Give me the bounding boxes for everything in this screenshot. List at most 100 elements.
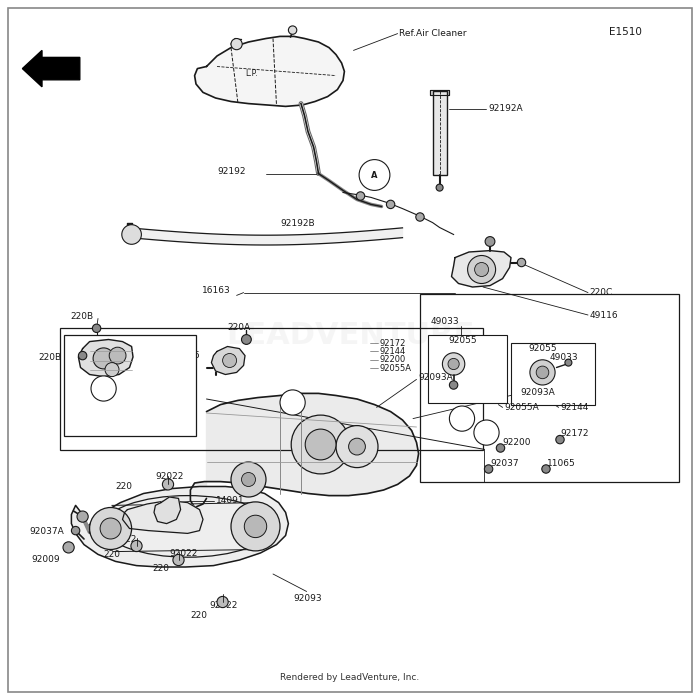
Circle shape	[244, 515, 267, 538]
Polygon shape	[190, 393, 419, 508]
Text: 11065: 11065	[547, 459, 576, 468]
Text: 49033: 49033	[550, 353, 578, 361]
Text: LEADVENTURE: LEADVENTURE	[226, 321, 474, 351]
Bar	[428, 335, 507, 403]
Polygon shape	[195, 36, 344, 106]
Circle shape	[241, 473, 255, 486]
Bar	[511, 343, 595, 405]
Text: 49033: 49033	[430, 318, 459, 326]
Circle shape	[305, 429, 336, 460]
Circle shape	[162, 479, 174, 490]
Text: 220A: 220A	[228, 323, 251, 332]
Circle shape	[77, 511, 88, 522]
Circle shape	[448, 358, 459, 370]
Text: 92172: 92172	[560, 430, 589, 438]
Text: L.P.: L.P.	[246, 69, 258, 78]
Text: 92055: 92055	[528, 344, 557, 353]
Bar	[64, 335, 196, 436]
Text: 49056: 49056	[92, 400, 120, 410]
Text: 92093: 92093	[294, 594, 322, 603]
Text: 92191: 92191	[167, 361, 196, 370]
Circle shape	[71, 526, 80, 535]
Circle shape	[231, 38, 242, 50]
Text: 92022: 92022	[210, 601, 238, 610]
Circle shape	[100, 518, 121, 539]
Circle shape	[231, 462, 266, 497]
Polygon shape	[130, 228, 402, 245]
Polygon shape	[78, 340, 133, 377]
Circle shape	[223, 354, 237, 368]
Text: 92093A: 92093A	[521, 388, 556, 396]
Polygon shape	[452, 251, 511, 287]
Circle shape	[556, 435, 564, 444]
Bar	[60, 328, 483, 450]
Text: 92022: 92022	[108, 535, 136, 543]
Circle shape	[542, 465, 550, 473]
Text: A: A	[371, 171, 378, 179]
Text: 92192B: 92192B	[280, 220, 314, 228]
Text: 92093A: 92093A	[419, 374, 454, 382]
Circle shape	[173, 554, 184, 566]
Text: C: C	[101, 384, 106, 393]
Polygon shape	[122, 500, 203, 533]
Polygon shape	[71, 486, 288, 567]
Circle shape	[349, 438, 365, 455]
Text: 92037: 92037	[490, 459, 519, 468]
Circle shape	[291, 415, 350, 474]
Text: A: A	[484, 428, 489, 437]
Circle shape	[131, 540, 142, 552]
Text: E1510: E1510	[609, 27, 642, 36]
Text: 92192: 92192	[217, 167, 246, 176]
Text: 92009: 92009	[31, 556, 60, 564]
Circle shape	[91, 376, 116, 401]
Circle shape	[280, 390, 305, 415]
Text: 92055A: 92055A	[504, 403, 539, 412]
Text: 92037A: 92037A	[29, 528, 64, 536]
Text: 220C: 220C	[589, 288, 612, 297]
Circle shape	[474, 420, 499, 445]
Circle shape	[231, 502, 280, 551]
Polygon shape	[211, 346, 245, 374]
Circle shape	[78, 351, 87, 360]
Circle shape	[517, 258, 526, 267]
Text: 92055A: 92055A	[379, 364, 412, 372]
Text: 92172: 92172	[379, 339, 406, 347]
Bar	[433, 91, 447, 175]
Circle shape	[449, 381, 458, 389]
Circle shape	[93, 348, 114, 369]
Text: 220: 220	[190, 612, 207, 620]
Circle shape	[336, 426, 378, 468]
Text: 92144: 92144	[560, 403, 589, 412]
Text: 92192A: 92192A	[488, 104, 522, 113]
Circle shape	[217, 596, 228, 608]
Circle shape	[288, 26, 297, 34]
Text: 220: 220	[104, 550, 120, 559]
Text: 92200: 92200	[503, 438, 531, 447]
Text: 92022: 92022	[155, 472, 183, 480]
Text: C: C	[459, 414, 465, 423]
Text: Rendered by LeadVenture, Inc.: Rendered by LeadVenture, Inc.	[281, 673, 419, 682]
Circle shape	[359, 160, 390, 190]
Text: B: B	[290, 398, 295, 407]
Text: 92144: 92144	[379, 347, 406, 356]
Text: 14091: 14091	[216, 496, 244, 505]
Polygon shape	[22, 50, 80, 87]
Circle shape	[468, 256, 496, 284]
Text: 220: 220	[116, 482, 132, 491]
Text: FRONT: FRONT	[49, 65, 78, 74]
Circle shape	[530, 360, 555, 385]
Circle shape	[92, 324, 101, 332]
Text: 49116: 49116	[589, 311, 618, 319]
Circle shape	[386, 200, 395, 209]
Text: Ref.Air Cleaner: Ref.Air Cleaner	[399, 29, 466, 38]
Circle shape	[109, 347, 126, 364]
Circle shape	[63, 542, 74, 553]
Circle shape	[122, 225, 141, 244]
Circle shape	[496, 444, 505, 452]
Text: 92200: 92200	[379, 356, 406, 364]
Circle shape	[475, 262, 489, 276]
Polygon shape	[430, 90, 449, 95]
Circle shape	[90, 508, 132, 550]
Text: 92022: 92022	[169, 549, 197, 557]
Circle shape	[449, 406, 475, 431]
